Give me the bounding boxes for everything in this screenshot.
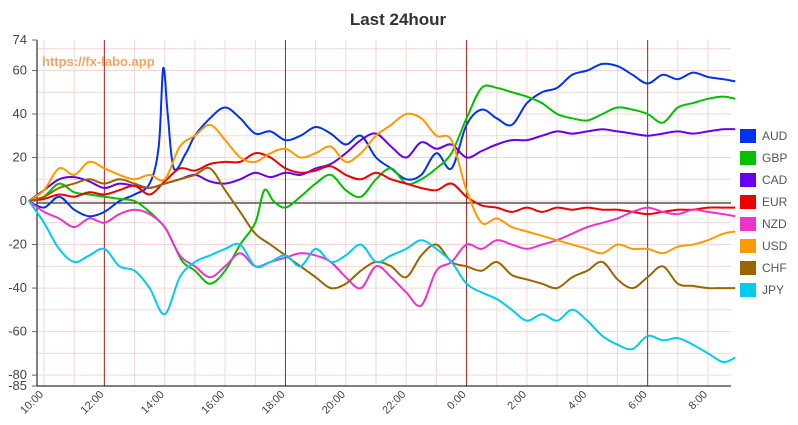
legend-swatch-chf	[740, 261, 756, 275]
chart-title: Last 24hour	[350, 10, 447, 29]
legend-swatch-cad	[740, 173, 756, 187]
y-tick-labels: 74 60 40 20 0 -20 -40 -60 -80-85	[8, 32, 37, 393]
series-line-jpy	[28, 200, 736, 364]
series-lines	[28, 62, 736, 364]
legend-label-nzd: NZD	[762, 217, 787, 231]
series-line-gbp	[28, 84, 736, 285]
x-tick-label: 22:00	[380, 389, 408, 417]
x-tick-label: 0:00	[445, 389, 469, 413]
x-tick-label: 20:00	[320, 389, 348, 417]
x-tick-label: 2:00	[505, 389, 529, 413]
x-tick-labels: 10:00 12:00 14:00 16:00 18:00 20:00 22:00 0:00 2…	[18, 389, 710, 417]
y-tick-label: 40	[13, 106, 27, 121]
legend-label-jpy: JPY	[762, 283, 784, 297]
legend-swatch-nzd	[740, 217, 756, 231]
y-tick-label: 74	[13, 32, 27, 47]
y-tick-label: -85	[8, 378, 27, 393]
legend-swatch-gbp	[740, 151, 756, 165]
grid	[37, 40, 731, 386]
legend-label-gbp: GBP	[762, 151, 787, 165]
watermark: https://fx-labo.app	[42, 54, 155, 69]
legend-label-cad: CAD	[762, 173, 788, 187]
legend-label-aud: AUD	[762, 129, 788, 143]
x-tick-label: 4:00	[566, 389, 590, 413]
legend-label-eur: EUR	[762, 195, 788, 209]
x-tick-label: 6:00	[626, 389, 650, 413]
x-tick-label: 16:00	[199, 389, 227, 417]
legend-label-chf: CHF	[762, 261, 787, 275]
legend-swatch-usd	[740, 239, 756, 253]
x-tick-label: 12:00	[79, 389, 107, 417]
y-tick-label: -80	[8, 367, 27, 382]
series-line-chf	[28, 166, 736, 290]
y-tick-label: 60	[13, 62, 27, 77]
x-tick-label: 8:00	[686, 389, 710, 413]
series-line-eur	[28, 152, 736, 216]
series-line-usd	[28, 112, 736, 255]
y-tick-label: -20	[8, 237, 27, 252]
y-tick-label: 0	[20, 193, 27, 208]
legend-swatch-aud	[740, 129, 756, 143]
legend-label-usd: USD	[762, 239, 788, 253]
y-tick-label: -60	[8, 324, 27, 339]
legend-swatch-jpy	[740, 283, 756, 297]
y-tick-label: 20	[13, 150, 27, 165]
x-tick-label: 18:00	[260, 389, 288, 417]
series-line-nzd	[28, 200, 736, 308]
legend-swatch-eur	[740, 195, 756, 209]
y-tick-label: -40	[8, 280, 27, 295]
legend: AUD GBP CAD EUR NZD USD CHF JPY	[740, 129, 788, 297]
x-tick-label: 14:00	[139, 389, 167, 417]
